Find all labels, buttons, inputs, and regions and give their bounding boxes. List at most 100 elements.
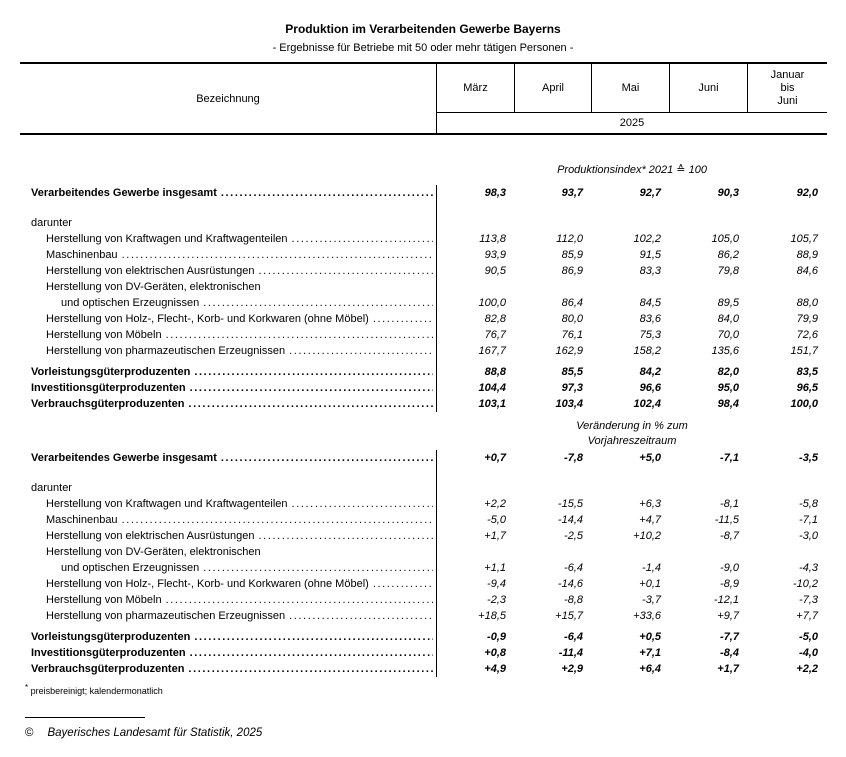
cell-value <box>515 279 592 295</box>
cell-value: +1,7 <box>717 663 739 675</box>
cell-value: 102,4 <box>633 398 661 410</box>
row-label: Maschinenbau <box>46 514 118 526</box>
cell-value: +4,7 <box>639 514 661 526</box>
dot-leader <box>292 496 433 512</box>
cell-value: +1,1 <box>484 562 506 574</box>
cell-value: 79,9 <box>796 313 818 325</box>
cell-value: -7,8 <box>564 452 583 464</box>
table-section: Verarbeitendes Gewerbe insgesamt 98,3 93,7… <box>20 185 827 412</box>
row-label-cell: Herstellung von Möbeln <box>20 592 437 608</box>
cell-value: +5,0 <box>639 452 661 464</box>
cell-value: -14,4 <box>557 514 583 526</box>
table-spacer-row <box>20 201 827 215</box>
cell-value: 167,7 <box>478 345 506 357</box>
copyright-line: © Bayerisches Landesamt für Statistik, 20… <box>25 727 262 739</box>
dot-leader <box>203 295 433 311</box>
footnote: * preisbereinigt; kalendermonatlich <box>25 683 163 696</box>
cell-value: +1,7 <box>484 530 506 542</box>
cell-value: -7,1 <box>720 452 739 464</box>
cell-value: 83,5 <box>796 366 818 378</box>
cell-value <box>437 480 515 496</box>
cell-value: 92,7 <box>639 187 661 199</box>
cell-value <box>670 279 748 295</box>
cell-value: +6,4 <box>639 663 661 675</box>
cell-value: -3,5 <box>799 452 818 464</box>
cell-value: -6,4 <box>564 631 583 643</box>
table-row: Maschinenbau 93,9 85,9 91,5 86,2 88,9 <box>20 247 827 263</box>
row-label-cell: Herstellung von Kraftwagen und Kraftwage… <box>20 496 437 512</box>
cell-value: -2,3 <box>487 594 506 606</box>
cell-value: -1,4 <box>642 562 661 574</box>
footnote-marker: * <box>25 683 29 692</box>
spacer-label-cell <box>20 466 437 480</box>
footnote-text: preisbereinigt; kalendermonatlich <box>30 686 163 696</box>
cell-value: 92,0 <box>796 187 818 199</box>
table-row: Herstellung von elektrischen Ausrüstunge… <box>20 263 827 279</box>
table-row: Herstellung von pharmazeutischen Erzeugn… <box>20 608 827 624</box>
row-label-cell: Herstellung von DV-Geräten, elektronisch… <box>20 279 437 295</box>
cell-value: 102,2 <box>633 233 661 245</box>
row-label: darunter <box>31 482 72 494</box>
cell-value: 89,5 <box>717 297 739 309</box>
cell-value: 90,3 <box>717 187 739 199</box>
cell-value: 76,1 <box>561 329 583 341</box>
cell-value <box>437 544 515 560</box>
cell-value: +33,6 <box>633 610 661 622</box>
column-header-bezeichnung: Bezeichnung <box>20 64 437 133</box>
cell-value: -11,5 <box>714 514 739 526</box>
cell-value: +18,5 <box>478 610 506 622</box>
cell-value <box>437 279 515 295</box>
cell-value: 103,1 <box>478 398 506 410</box>
cell-value <box>748 215 827 231</box>
row-label-cell: Herstellung von elektrischen Ausrüstunge… <box>20 263 437 279</box>
row-label-cell: Herstellung von Holz-, Flecht-, Korb- un… <box>20 311 437 327</box>
table-row: darunter <box>20 480 827 496</box>
period-header-line: bis <box>780 81 795 94</box>
cell-value: 96,6 <box>639 382 661 394</box>
row-label-cell: darunter <box>20 480 437 496</box>
spacer-label-cell <box>20 359 437 364</box>
cell-value: 84,5 <box>639 297 661 309</box>
cell-value <box>437 215 515 231</box>
cell-value <box>748 480 827 496</box>
table-row: darunter <box>20 215 827 231</box>
cell-value: -12,1 <box>713 594 739 606</box>
table-row: Investitionsgüterproduzenten 104,4 97,3 96,… <box>20 380 827 396</box>
row-label: Herstellung von DV-Geräten, elektronisch… <box>46 281 261 293</box>
cell-value: 95,0 <box>717 382 739 394</box>
cell-value: -3,0 <box>799 530 818 542</box>
cell-value: 100,0 <box>478 297 506 309</box>
row-label: Herstellung von Kraftwagen und Kraftwage… <box>46 233 288 245</box>
dot-leader <box>259 263 433 279</box>
row-label-cell: Herstellung von pharmazeutischen Erzeugn… <box>20 608 437 624</box>
table-row: Herstellung von Möbeln -2,3 -8,8 -3,7 -12,1 -… <box>20 592 827 608</box>
table-spacer-row <box>20 624 827 629</box>
dot-leader <box>190 380 433 396</box>
cell-value <box>748 544 827 560</box>
table-row: Herstellung von Kraftwagen und Kraftwage… <box>20 496 827 512</box>
cell-value: 97,3 <box>561 382 583 394</box>
dot-leader <box>259 528 433 544</box>
table-row: Herstellung von Holz-, Flecht-, Korb- un… <box>20 576 827 592</box>
cell-value: -7,1 <box>799 514 818 526</box>
column-header-month: Juni <box>670 64 748 112</box>
cell-value: +0,5 <box>639 631 661 643</box>
section-heading-line: Vorjahreszeitraum <box>587 434 677 447</box>
row-label-cell: Herstellung von DV-Geräten, elektronisch… <box>20 544 437 560</box>
row-label: Investitionsgüterproduzenten <box>31 647 186 659</box>
row-label: Vorleistungsgüterproduzenten <box>31 366 191 378</box>
row-label-cell: Maschinenbau <box>20 247 437 263</box>
dot-leader <box>194 364 433 380</box>
row-label: Verarbeitendes Gewerbe insgesamt <box>31 452 217 464</box>
table-header: Bezeichnung März April Mai Juni Januar bis Jun… <box>20 62 827 135</box>
cell-value: -2,5 <box>564 530 583 542</box>
cell-value: 84,2 <box>639 366 661 378</box>
cell-value: 70,0 <box>717 329 739 341</box>
cell-value: +10,2 <box>633 530 661 542</box>
cell-value: +2,9 <box>561 663 583 675</box>
cell-value: 88,9 <box>796 249 818 261</box>
row-label-cell: Investitionsgüterproduzenten <box>20 645 437 661</box>
cell-value: 98,4 <box>717 398 739 410</box>
cell-value: -7,7 <box>720 631 739 643</box>
dot-leader <box>188 661 433 677</box>
